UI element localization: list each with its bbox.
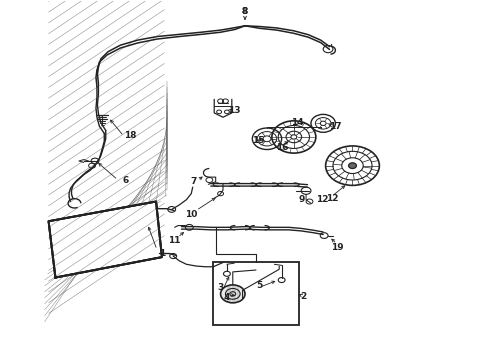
Text: 12: 12	[316, 195, 328, 204]
Circle shape	[348, 163, 356, 168]
Text: 8: 8	[242, 7, 248, 16]
Text: 6: 6	[122, 176, 128, 185]
Text: 5: 5	[257, 281, 263, 290]
Text: 9: 9	[298, 195, 304, 204]
Text: 8: 8	[242, 7, 248, 16]
Text: 12: 12	[326, 194, 338, 203]
Text: 2: 2	[300, 292, 307, 301]
Text: 18: 18	[124, 131, 136, 140]
Text: 1: 1	[159, 249, 165, 258]
Text: 3: 3	[218, 283, 224, 292]
Polygon shape	[49, 202, 162, 278]
Text: 19: 19	[331, 243, 343, 252]
Polygon shape	[49, 202, 162, 278]
Text: 10: 10	[185, 210, 197, 219]
Text: 13: 13	[228, 105, 241, 114]
Text: 11: 11	[168, 237, 180, 246]
Text: 4: 4	[223, 293, 230, 302]
Text: 15: 15	[252, 136, 265, 145]
Text: 14: 14	[292, 118, 304, 127]
Text: 7: 7	[191, 177, 197, 186]
Text: 17: 17	[329, 122, 342, 131]
Text: 16: 16	[276, 143, 289, 152]
Circle shape	[220, 285, 245, 303]
Bar	[213, 262, 299, 325]
